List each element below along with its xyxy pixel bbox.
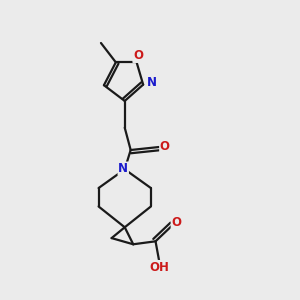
Text: O: O — [160, 140, 170, 153]
Text: N: N — [118, 162, 128, 175]
Text: O: O — [171, 216, 181, 229]
Text: N: N — [146, 76, 157, 89]
Text: O: O — [133, 49, 143, 62]
Text: OH: OH — [150, 261, 169, 274]
